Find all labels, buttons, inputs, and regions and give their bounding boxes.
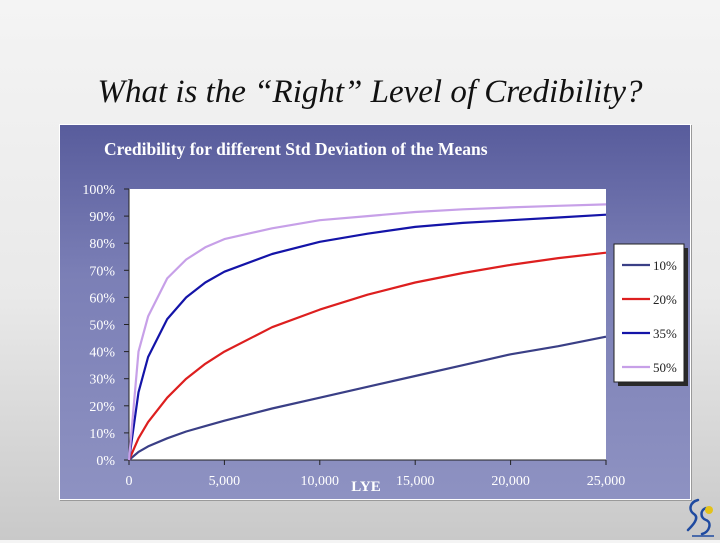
- x-axis-label: LYE: [351, 479, 380, 495]
- x-tick-label: 5,000: [209, 474, 241, 489]
- x-tick-label: 25,000: [587, 474, 626, 489]
- y-tick-label: 40%: [89, 346, 115, 361]
- plot-area: [129, 189, 606, 460]
- y-tick-label: 50%: [89, 319, 115, 334]
- x-tick-label: 20,000: [491, 474, 529, 489]
- x-tick-label: 10,000: [301, 474, 340, 489]
- y-tick-label: 100%: [82, 183, 115, 198]
- legend-label[interactable]: 50%: [653, 360, 677, 375]
- y-tick-label: 30%: [89, 373, 115, 388]
- y-tick-label: 10%: [89, 427, 115, 442]
- series-lines: [127, 203, 607, 461]
- series-line-10pct: [128, 335, 607, 461]
- x-tick-label: 0: [126, 474, 133, 489]
- y-tick-label: 20%: [89, 400, 115, 415]
- slide-title: What is the “Right” Level of Credibility…: [97, 74, 643, 110]
- x-tick-label: 15,000: [396, 474, 435, 489]
- legend-label[interactable]: 10%: [653, 258, 677, 273]
- chart-panel: Credibility for different Std Deviation …: [59, 124, 691, 500]
- legend-label[interactable]: 35%: [653, 326, 677, 341]
- y-tick-label: 60%: [89, 291, 115, 306]
- chart-title: Credibility for different Std Deviation …: [104, 139, 488, 159]
- credibility-line-chart: Credibility for different Std Deviation …: [82, 139, 688, 495]
- y-tick-label: 0%: [96, 454, 115, 469]
- legend[interactable]: 10% 20% 35% 50%: [613, 243, 688, 386]
- legend-box: [613, 243, 685, 383]
- series-line-35pct: [127, 213, 607, 461]
- y-axis: 0% 10% 20% 30% 40% 50% 60% 70% 80% 90% 100%: [82, 183, 130, 469]
- legend-label[interactable]: 20%: [653, 292, 677, 307]
- x-axis: 0 5,000 10,000 15,000 20,000 25,000: [126, 459, 626, 489]
- y-tick-label: 90%: [89, 210, 115, 225]
- y-tick-label: 70%: [89, 264, 115, 279]
- series-line-50pct: [127, 203, 607, 461]
- series-line-20pct: [127, 251, 607, 461]
- y-tick-label: 80%: [89, 237, 115, 252]
- company-logo-icon: [684, 496, 718, 538]
